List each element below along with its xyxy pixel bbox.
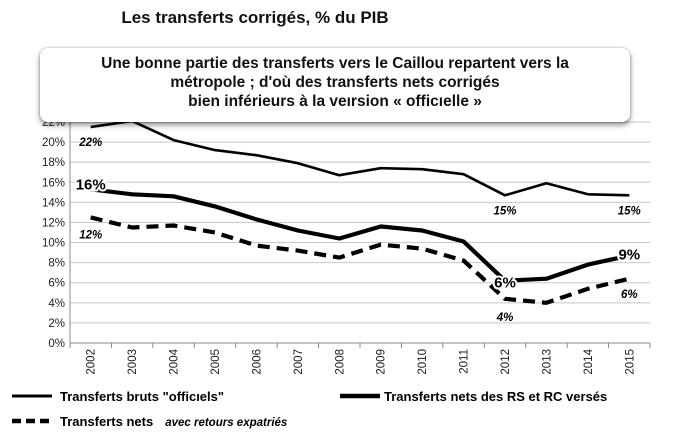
x-tick-label: 2010 (417, 349, 429, 375)
x-tick-label: 2015 (624, 349, 636, 375)
x-tick-label: 2009 (376, 349, 388, 375)
data-label: 4% (496, 312, 514, 324)
series-lines (90, 119, 630, 305)
x-tick-label: 2007 (293, 349, 305, 375)
legend-label-2: Transferts nets des RS et RC versés (384, 389, 607, 404)
data-label: 15% (618, 205, 641, 217)
y-tick-label: 10% (42, 238, 65, 250)
legend-label-suffix: avec retours expatriés (165, 417, 287, 429)
y-tick-label: 2% (48, 318, 65, 330)
series-line-3 (90, 215, 630, 305)
data-label: 9% (618, 247, 640, 264)
x-tick-label: 2011 (459, 349, 471, 374)
data-annotations: 22% 16% 12% 15% 15% 6% 9% 6% 4% (74, 137, 642, 324)
chart-title: Les transferts corrigés, % du PIB (121, 8, 389, 27)
series-line-1 (90, 119, 630, 197)
y-tick-label: 4% (48, 298, 65, 310)
axes: 0% 2% 4% 6% 8% 10% 12% 14% 16% 18% 20% 22% 2002 2003 2… (42, 117, 651, 375)
y-tick-label: 18% (42, 157, 65, 169)
data-label: 6% (621, 289, 638, 301)
x-tick-label: 2014 (583, 348, 595, 374)
data-label: 22% (78, 137, 102, 149)
data-label: 12% (79, 230, 102, 242)
x-tick-label: 2008 (334, 349, 346, 375)
y-tick-label: 12% (42, 217, 65, 229)
legend-label-3: Transferts nets avec retours expatriés (60, 414, 287, 429)
y-tick-label: 6% (48, 278, 65, 290)
y-tick-label: 0% (48, 338, 65, 350)
x-tick-label: 2012 (500, 349, 512, 375)
data-label: 15% (493, 205, 516, 217)
subtitle-box: Une bonne partie des transferts vers le … (40, 48, 630, 122)
chart-subtitle: Une bonne partie des transferts vers le … (101, 55, 569, 110)
y-tick-label: 8% (48, 258, 65, 270)
x-tick-label: 2003 (127, 349, 139, 375)
x-tick-label: 2005 (210, 349, 222, 375)
x-tick-label: 2002 (86, 349, 98, 375)
x-tick-label: 2006 (251, 349, 263, 375)
x-tick-label: 2013 (541, 349, 553, 375)
data-label: 6% (494, 275, 516, 292)
y-tick-label: 16% (42, 177, 65, 189)
legend: Transferts bruts "officıels" Transferts n… (12, 389, 607, 429)
y-tick-label: 14% (42, 197, 65, 209)
legend-label-1: Transferts bruts "officıels" (60, 389, 224, 404)
series-line-2 (90, 187, 630, 283)
data-label: 16% (76, 176, 106, 193)
x-tick-label: 2004 (169, 348, 181, 374)
y-tick-label: 20% (42, 137, 65, 149)
